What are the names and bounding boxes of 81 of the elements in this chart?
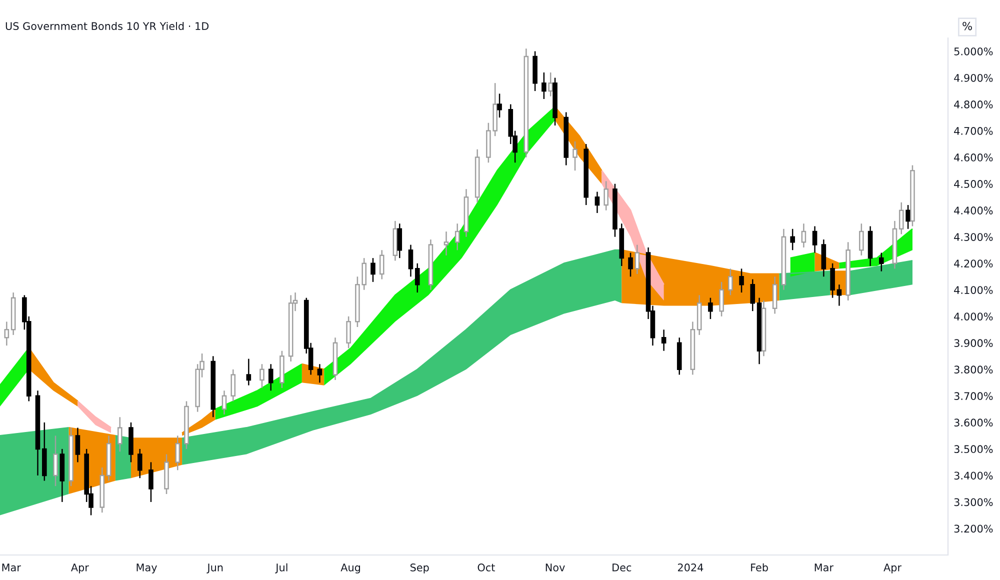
candlestick — [117, 416, 122, 452]
candlestick — [230, 368, 236, 402]
x-tick-label: Jun — [206, 564, 223, 574]
candlestick — [801, 222, 806, 248]
y-tick-label: 3.300% — [954, 498, 993, 506]
y-tick-label: 4.000% — [954, 312, 993, 320]
candlestick — [317, 363, 322, 384]
candlestick — [497, 93, 502, 118]
candlestick — [906, 204, 910, 230]
candlestick — [397, 222, 402, 259]
candlestick — [414, 262, 420, 294]
candlestick — [148, 462, 154, 503]
candlestick — [719, 281, 724, 318]
chart-title: US Government Bonds 10 YR Yield · 1D — [6, 22, 209, 30]
candlestick — [572, 140, 578, 172]
candlestick — [859, 222, 864, 256]
y-tick-label: 4.800% — [954, 100, 993, 108]
candlestick — [346, 316, 351, 349]
candlestick — [708, 297, 713, 320]
y-tick-label: 3.400% — [954, 472, 993, 480]
y-tick-label: 4.300% — [954, 233, 993, 241]
x-tick-label: Nov — [546, 564, 565, 572]
x-tick-label: Sep — [410, 564, 429, 574]
y-tick-label: 3.600% — [954, 418, 993, 427]
candlestick — [594, 191, 600, 214]
candlestick — [548, 72, 553, 97]
y-tick-label: 4.700% — [954, 127, 993, 135]
x-tick-label: Aug — [340, 564, 360, 574]
candlestick — [379, 249, 384, 280]
candlestick — [661, 329, 666, 352]
candlestick — [739, 268, 744, 294]
candlestick — [821, 238, 826, 278]
candlestick — [222, 390, 227, 416]
candlestick — [628, 252, 633, 278]
candlestick — [75, 427, 80, 463]
y-tick-label: 3.200% — [954, 524, 993, 533]
x-tick-label: Apr — [70, 564, 89, 574]
candlestick — [370, 257, 376, 283]
candlestick — [268, 363, 274, 392]
candlestick — [878, 252, 884, 272]
y-tick-label: 3.900% — [954, 339, 993, 348]
candlestick — [53, 435, 58, 487]
y-tick-label: 3.700% — [954, 392, 993, 400]
candlestick — [408, 244, 414, 278]
x-tick-label: May — [136, 564, 157, 574]
x-tick-label: 2024 — [678, 564, 704, 572]
y-tick-label: 4.200% — [954, 260, 993, 268]
y-tick-label: 4.500% — [954, 180, 993, 188]
candlestick — [772, 276, 778, 314]
candlestick — [454, 222, 460, 251]
x-tick-label: Mar — [814, 564, 834, 572]
candlestick — [634, 244, 640, 275]
x-tick-label: Jul — [275, 563, 288, 574]
y-tick-label: 3.500% — [954, 445, 993, 454]
y-tick-label: 3.800% — [954, 366, 993, 374]
y-tick-label: 4.400% — [954, 206, 993, 214]
candlestick — [444, 230, 449, 256]
candlestick — [137, 448, 142, 479]
candlestick — [260, 363, 264, 389]
x-tick-label: Dec — [612, 564, 632, 572]
x-tick-label: Apr — [884, 564, 902, 574]
candlestick — [4, 321, 10, 346]
y-axis-title: % — [962, 22, 972, 30]
candlestick — [812, 226, 818, 254]
candlestick — [750, 278, 756, 312]
candlestick — [830, 262, 835, 298]
y-tick-label: 4.900% — [954, 74, 993, 82]
candlestick — [246, 358, 252, 386]
candlestick — [836, 284, 842, 306]
x-tick-label: Mar — [2, 564, 21, 572]
x-tick-label: Oct — [478, 564, 495, 572]
candlestick — [175, 435, 180, 471]
x-tick-label: Feb — [751, 563, 768, 572]
candlestick — [898, 202, 904, 235]
y-tick-label: 5.000% — [954, 47, 993, 56]
candlestick — [604, 180, 608, 211]
candlestick — [542, 72, 546, 100]
y-tick-label: 4.100% — [954, 286, 993, 294]
candlestick — [728, 268, 733, 296]
candlestick — [790, 228, 795, 251]
y-tick-label: 4.600% — [954, 154, 993, 162]
